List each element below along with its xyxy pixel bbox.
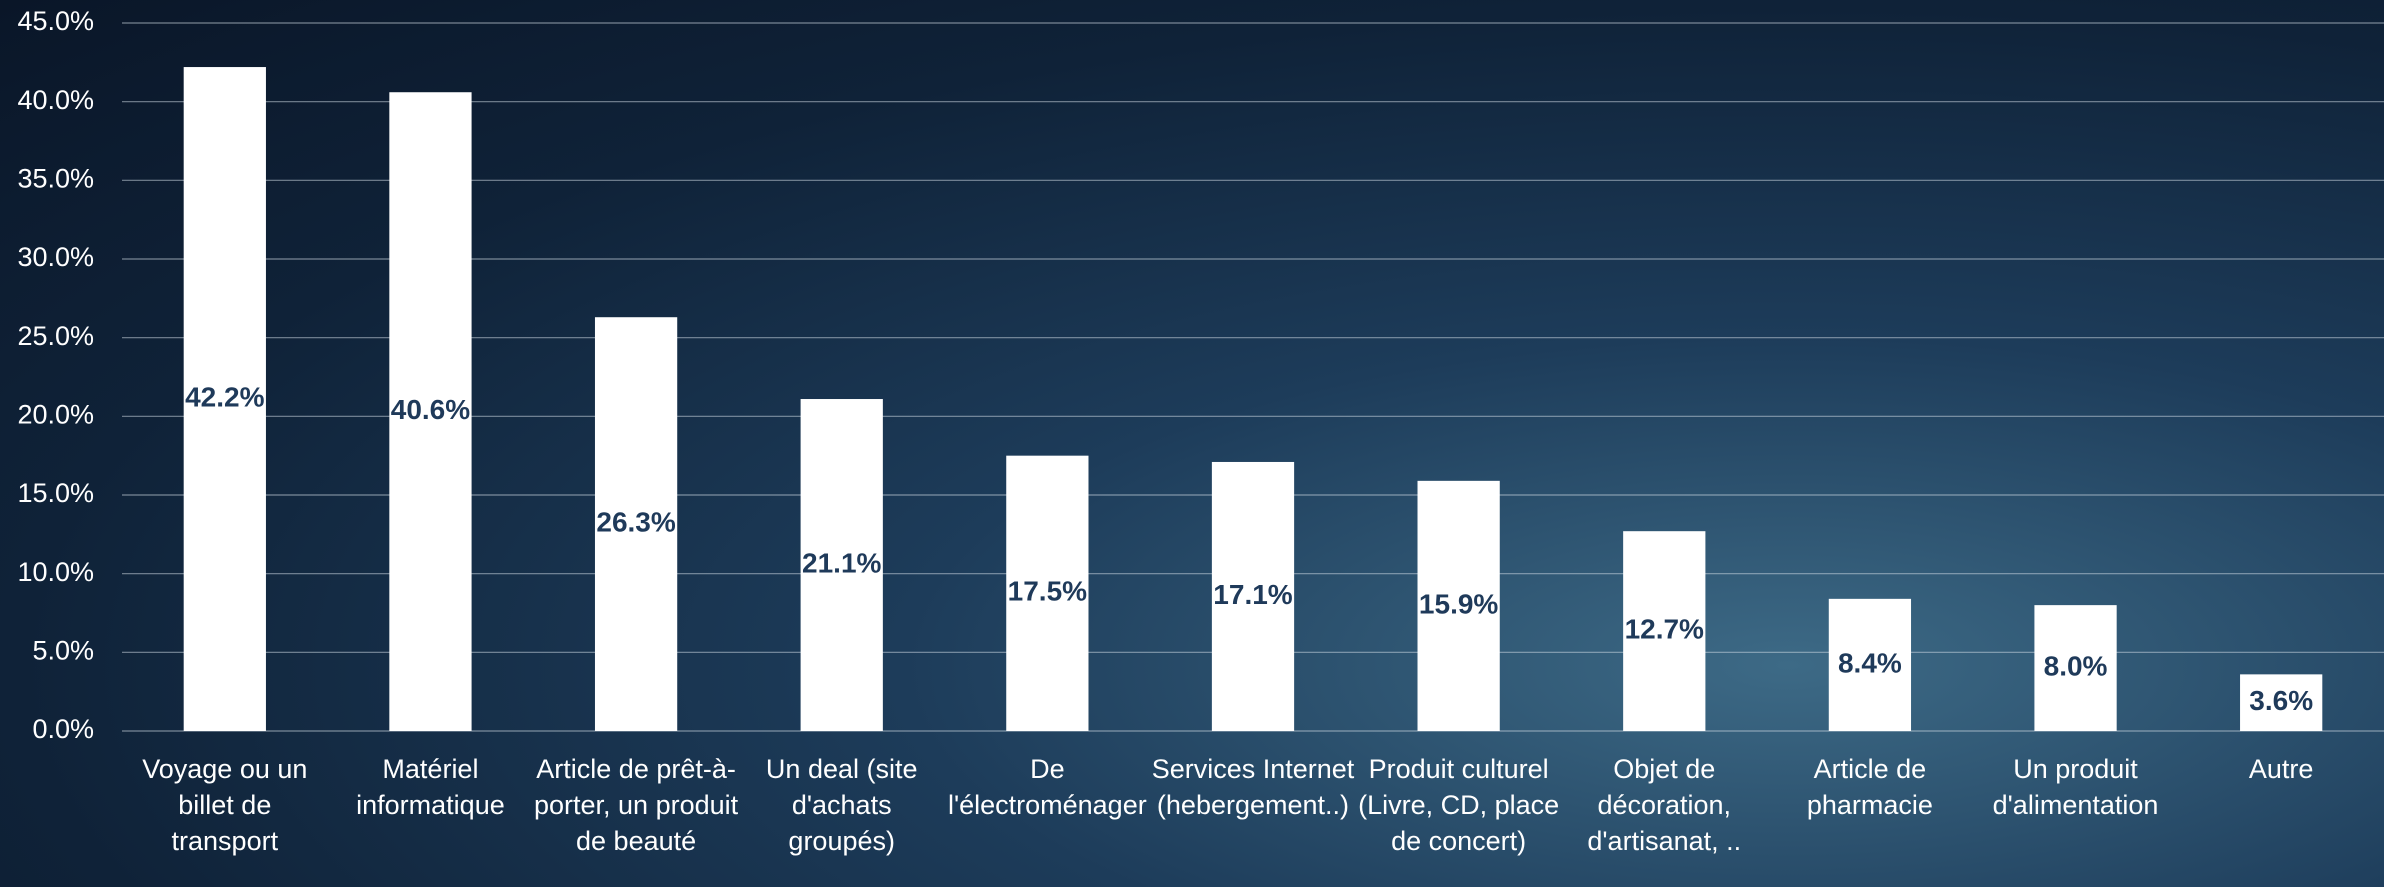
x-tick-label: Article de prêt-à-porter, un produit de …	[533, 751, 739, 859]
value-label: 17.5%	[1008, 576, 1087, 607]
y-tick-label: 20.0%	[17, 399, 94, 429]
value-label: 26.3%	[596, 506, 675, 537]
value-label: 8.0%	[2044, 650, 2108, 681]
value-label: 3.6%	[2249, 685, 2313, 716]
y-tick-label: 25.0%	[17, 321, 94, 351]
chart: 0.0% 5.0% 10.0% 15.0% 20.0% 25.0% 30.0% 35.0% 40…	[0, 0, 2384, 887]
x-tick-label: De l'électroménager	[945, 751, 1151, 823]
y-tick-label: 10.0%	[17, 557, 94, 587]
value-label: 15.9%	[1419, 588, 1498, 619]
x-tick-label: Objet de décoration, d'artisanat, ..	[1561, 751, 1767, 859]
y-tick-label: 15.0%	[17, 478, 94, 508]
y-tick-label: 0.0%	[32, 714, 94, 744]
x-tick-label: Article de pharmacie	[1767, 751, 1973, 823]
x-tick-label: Services Internet (hebergement..)	[1150, 751, 1356, 823]
x-tick-label: Autre	[2178, 751, 2384, 787]
y-tick-label: 30.0%	[17, 242, 94, 272]
y-tick-label: 40.0%	[17, 85, 94, 115]
value-label: 21.1%	[802, 547, 881, 578]
x-tick-label: Un deal (site d'achats groupés)	[739, 751, 945, 859]
y-tick-label: 5.0%	[32, 635, 94, 665]
x-tick-label: Voyage ou un billet de transport	[122, 751, 328, 859]
y-tick-label: 35.0%	[17, 163, 94, 193]
x-tick-label: Matériel informatique	[328, 751, 534, 823]
value-label: 8.4%	[1838, 647, 1902, 678]
value-label: 40.6%	[391, 394, 470, 425]
x-tick-label: Un produit d'alimentation	[1973, 751, 2179, 823]
value-label: 17.1%	[1213, 579, 1292, 610]
value-label: 12.7%	[1625, 613, 1704, 644]
x-tick-label: Produit culturel (Livre, CD, place de co…	[1356, 751, 1562, 859]
value-label: 42.2%	[185, 381, 264, 412]
y-tick-label: 45.0%	[17, 6, 94, 36]
